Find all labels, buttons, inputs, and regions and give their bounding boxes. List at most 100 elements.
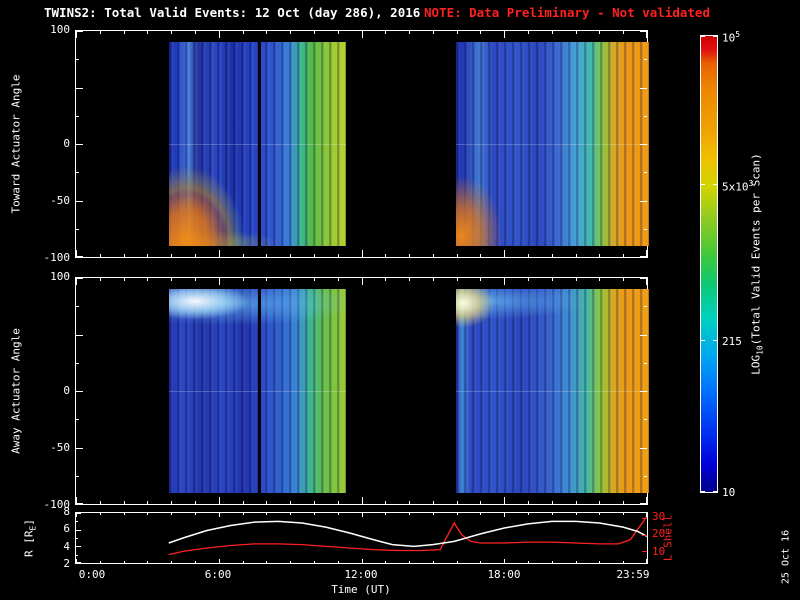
tick-mark <box>528 278 529 281</box>
tick-mark <box>623 501 624 504</box>
tick-mark <box>76 335 83 336</box>
tick-mark <box>480 31 481 34</box>
tick-mark <box>599 513 600 515</box>
tick-mark <box>338 254 339 257</box>
tick-mark <box>623 278 624 281</box>
tick-mark <box>552 513 553 515</box>
tick-mark <box>644 419 647 420</box>
tick-mark <box>76 513 77 517</box>
x-tick-label: 6:00 <box>204 568 232 581</box>
tick-mark <box>480 501 481 504</box>
tick-mark <box>76 144 83 145</box>
colorbar-title-rest: (Total Valid Events per Scan) <box>749 153 763 346</box>
away-axis-title: Away Actuator Angle <box>9 328 23 454</box>
tick-mark <box>528 561 529 563</box>
tick-mark <box>124 278 125 281</box>
tick-mark <box>362 497 363 504</box>
l-shell-line <box>168 515 647 556</box>
tick-mark <box>100 31 101 34</box>
tick-mark <box>195 501 196 504</box>
tick-mark <box>409 31 410 34</box>
preliminary-note: NOTE: Data Preliminary - Not validated <box>424 5 710 20</box>
tick-mark <box>266 501 267 504</box>
colorbar-tick-base: 10 <box>722 486 736 499</box>
tick-mark <box>644 116 647 117</box>
tick-mark <box>480 278 481 281</box>
tick-mark <box>640 448 647 449</box>
tick-mark <box>640 391 647 392</box>
tick-mark <box>457 31 458 34</box>
tick-mark <box>646 31 647 38</box>
toward-data-block-1 <box>169 42 346 246</box>
data-gap-line <box>258 289 261 493</box>
tick-mark <box>76 476 79 477</box>
tick-mark <box>76 278 83 279</box>
tick-mark <box>642 518 647 519</box>
tick-mark <box>480 561 481 563</box>
tick-mark <box>290 278 291 281</box>
colorbar-tick-base: 10 <box>722 31 736 45</box>
tick-mark <box>576 513 577 515</box>
tick-mark <box>640 256 647 257</box>
tick-mark <box>76 256 83 257</box>
tick-mark <box>504 497 505 504</box>
tick-mark <box>528 501 529 504</box>
tick-mark <box>409 278 410 281</box>
tick-mark <box>76 538 78 539</box>
tick-mark <box>552 278 553 281</box>
tick-mark <box>385 513 386 515</box>
tick-mark <box>409 513 410 515</box>
tick-mark <box>76 448 83 449</box>
tick-mark <box>124 254 125 257</box>
r-axis-title-sub: E <box>28 525 38 531</box>
r-tick-label: 8 <box>63 505 70 518</box>
tick-mark <box>433 513 434 515</box>
tick-mark <box>599 31 600 34</box>
y-tick-label: -50 <box>50 194 70 207</box>
tick-mark <box>480 254 481 257</box>
tick-mark <box>76 31 83 32</box>
tick-mark <box>100 278 101 281</box>
tick-mark <box>433 31 434 34</box>
plot-title: TWINS2: Total Valid Events: 12 Oct (day … <box>44 5 421 20</box>
tick-mark <box>76 31 77 38</box>
x-tick-label: 12:00 <box>344 568 378 581</box>
tick-mark <box>100 513 101 515</box>
tick-mark <box>385 501 386 504</box>
tick-mark <box>576 254 577 257</box>
tick-mark <box>314 278 315 281</box>
tick-mark <box>646 278 647 285</box>
r-axis-title-text: R [R <box>22 530 36 557</box>
tick-mark <box>576 278 577 281</box>
tick-mark <box>409 501 410 504</box>
tick-mark <box>433 278 434 281</box>
tick-mark <box>409 561 410 563</box>
colorbar-tick-label: 5x103 <box>722 176 774 194</box>
tick-mark <box>124 31 125 34</box>
tick-mark <box>623 254 624 257</box>
l-tick-label: 20 <box>652 527 666 540</box>
tick-mark <box>219 250 220 257</box>
tick-mark <box>76 521 78 522</box>
tick-mark <box>171 513 172 515</box>
colorbar-tick-base: 5x10 <box>722 180 749 194</box>
tick-mark <box>76 562 81 563</box>
tick-mark <box>76 88 83 89</box>
tick-mark <box>701 340 705 341</box>
tick-mark <box>457 561 458 563</box>
tick-mark <box>243 254 244 257</box>
tick-mark <box>290 513 291 515</box>
tick-mark <box>171 561 172 563</box>
tick-mark <box>504 250 505 257</box>
tick-mark <box>701 491 705 492</box>
tick-mark <box>266 278 267 281</box>
tick-mark <box>362 559 363 563</box>
tick-mark <box>314 501 315 504</box>
tick-mark <box>76 172 79 173</box>
tick-mark <box>76 555 78 556</box>
tick-mark <box>385 561 386 563</box>
tick-mark <box>338 31 339 34</box>
tick-mark <box>457 513 458 515</box>
tick-mark <box>552 31 553 34</box>
tick-mark <box>576 501 577 504</box>
